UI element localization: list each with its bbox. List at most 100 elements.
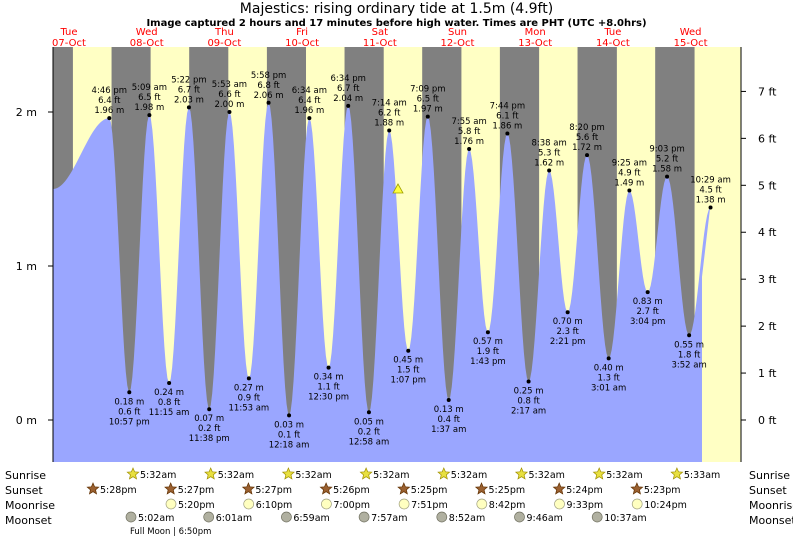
high-tide-label: 10:29 am — [690, 175, 731, 185]
y-tick-label-right: 5 ft — [758, 179, 777, 192]
sunrise-icon — [359, 467, 373, 480]
sunrise-icon — [281, 467, 295, 480]
moonset-icon — [203, 511, 215, 523]
sunset-icon — [552, 482, 566, 495]
low-tide-label: 1:43 pm — [470, 357, 505, 367]
day-date: 11-Oct — [363, 38, 397, 49]
sunrise-icon — [514, 467, 529, 480]
low-tide-point — [446, 397, 451, 402]
low-tide-label: 0.55 m — [674, 340, 704, 350]
sunset-label-right: Sunset — [749, 484, 787, 497]
sunset-icon — [241, 482, 255, 495]
high-tide-label: 9:25 am — [612, 159, 647, 169]
moonrise-time: 9:33pm — [567, 500, 604, 511]
moonrise-icon — [243, 498, 255, 510]
sunrise-time: 5:32am — [373, 470, 409, 481]
moonrise-icon — [554, 498, 565, 510]
sunset-time: 5:25pm — [411, 485, 448, 496]
day-date: 12-Oct — [441, 38, 475, 49]
low-tide-label: 0.27 m — [234, 383, 264, 393]
low-tide-label: 1.5 ft — [397, 366, 420, 376]
sunrise-time: 5:32am — [606, 470, 642, 481]
high-tide-point — [467, 146, 472, 151]
high-tide-point — [665, 174, 670, 179]
y-tick-label-right: 1 ft — [758, 367, 777, 380]
y-tick-label-right: 7 ft — [758, 85, 777, 98]
high-tide-label: 6.6 ft — [218, 90, 241, 100]
low-tide-label: 0.70 m — [553, 317, 583, 327]
low-tide-point — [207, 407, 212, 412]
high-tide-label: 8:20 pm — [569, 123, 604, 133]
low-tide-label: 0.24 m — [154, 388, 184, 398]
low-tide-label: 1.3 ft — [597, 373, 620, 383]
day-name: Sun — [448, 27, 467, 38]
low-tide-label: 1:37 am — [431, 425, 466, 435]
low-tide-point — [485, 330, 490, 335]
moonset-time: 5:02am — [138, 513, 174, 524]
moonset-icon — [514, 511, 525, 523]
low-tide-label: 0.2 ft — [358, 427, 381, 437]
high-tide-label: 6:34 pm — [330, 74, 365, 84]
low-tide-label: 11:53 am — [229, 403, 270, 413]
low-tide-label: 2.3 ft — [556, 327, 579, 337]
low-tide-label: 0.13 m — [434, 405, 464, 415]
moonset-time: 8:52am — [449, 513, 485, 524]
high-tide-label: 9:03 pm — [649, 145, 684, 155]
chart-subtitle: Image captured 2 hours and 17 minutes be… — [146, 18, 647, 29]
sunset-time: 5:24pm — [566, 485, 603, 496]
low-tide-point — [246, 376, 251, 381]
moonrise-icon — [398, 498, 410, 510]
sunrise-time: 5:32am — [451, 470, 487, 481]
day-date: 07-Oct — [52, 38, 86, 49]
high-tide-label: 6.5 ft — [138, 93, 161, 103]
sunrise-icon — [126, 467, 140, 480]
high-tide-label: 1.72 m — [572, 143, 602, 153]
low-tide-label: 0.40 m — [594, 363, 624, 373]
day-date: 14-Oct — [596, 38, 630, 49]
high-tide-point — [227, 110, 232, 114]
day-name: Tue — [59, 27, 77, 38]
moonset-icon — [436, 511, 448, 523]
low-tide-label: 3:01 am — [591, 383, 626, 393]
sunrise-time: 5:33am — [684, 470, 720, 481]
day-date: 15-Oct — [674, 38, 708, 49]
sunrise-time: 5:32am — [295, 470, 331, 481]
moonrise-time: 5:20pm — [178, 500, 215, 511]
low-tide-label: 3:52 am — [671, 360, 706, 370]
moonrise-time: 6:10pm — [256, 500, 293, 511]
high-tide-label: 5.8 ft — [458, 127, 481, 137]
sunset-time: 5:25pm — [489, 485, 526, 496]
moonset-icon — [358, 511, 370, 523]
sunrise-time: 5:32am — [140, 470, 176, 481]
high-tide-point — [186, 105, 191, 110]
high-tide-point — [425, 114, 430, 119]
low-tide-point — [645, 290, 650, 295]
sunset-time: 5:26pm — [333, 485, 370, 496]
low-tide-label: 0.57 m — [473, 337, 503, 347]
low-tide-label: 2.7 ft — [636, 307, 659, 317]
y-tick-label-right: 2 ft — [758, 320, 777, 333]
sunset-icon — [474, 482, 489, 495]
high-tide-label: 7:44 pm — [490, 102, 525, 112]
high-tide-point — [266, 100, 271, 105]
low-tide-label: 2:21 pm — [550, 337, 585, 347]
y-tick-label-right: 6 ft — [758, 132, 777, 145]
high-tide-label: 1.96 m — [294, 106, 324, 116]
sunset-time: 5:27pm — [255, 485, 292, 496]
low-tide-label: 0.03 m — [274, 420, 304, 430]
low-tide-point — [127, 390, 132, 395]
sunrise-label-left: Sunrise — [5, 469, 46, 482]
high-tide-label: 4:46 pm — [92, 86, 127, 96]
low-tide-point — [687, 333, 692, 338]
high-tide-point — [585, 153, 590, 158]
tide-curve — [53, 102, 711, 462]
high-tide-label: 6.1 ft — [496, 112, 519, 122]
low-tide-label: 0.8 ft — [158, 398, 181, 408]
y-tick-label-right: 4 ft — [758, 226, 777, 239]
high-tide-label: 1.58 m — [652, 165, 682, 175]
sunrise-icon — [204, 467, 218, 480]
moonrise-label-left: Moonrise — [5, 499, 55, 512]
low-tide-label: 1.8 ft — [678, 350, 701, 360]
high-tide-point — [627, 188, 632, 193]
